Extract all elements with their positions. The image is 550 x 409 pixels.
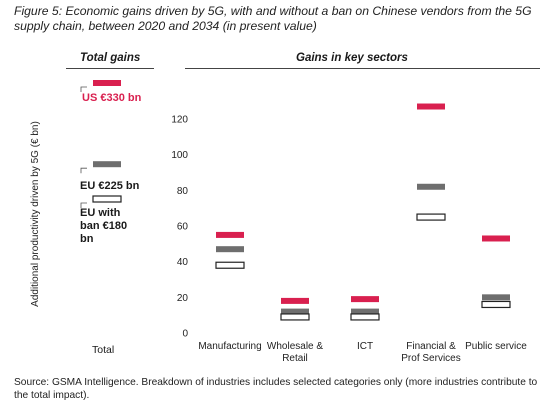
- x-tick-label: Manufacturing: [198, 341, 261, 352]
- total-marker-eu-ban: [92, 195, 122, 203]
- sector-marker-us: [281, 297, 309, 304]
- sector-marker-eu: [281, 308, 309, 315]
- sector-marker-eu-ban: [350, 313, 380, 321]
- y-tick-label: 100: [171, 150, 188, 161]
- sector-marker-us: [351, 296, 379, 303]
- total-gains-heading: Total gains: [80, 52, 141, 64]
- x-tick-label: Prof Services: [401, 353, 460, 364]
- sectors-heading: Gains in key sectors: [296, 52, 408, 64]
- total-gains-rule: [66, 68, 154, 69]
- y-tick-label: 60: [177, 222, 189, 233]
- x-tick-label: Retail: [282, 353, 308, 364]
- y-tick-label: 120: [171, 115, 188, 126]
- sector-marker-eu: [482, 294, 510, 301]
- y-tick-label: 80: [177, 186, 189, 197]
- total-connector: [80, 167, 87, 174]
- y-tick-label: 40: [177, 257, 189, 268]
- total-marker-eu: [93, 161, 121, 168]
- x-tick-label: Financial &: [406, 341, 456, 352]
- total-eu-label: EU €225 bn: [80, 180, 140, 192]
- y-ticks: 0 20 40 60 80 100 120: [171, 115, 188, 340]
- sector-marker-us: [216, 231, 244, 238]
- x-tick-label: Public service: [465, 341, 527, 352]
- sector-marker-eu: [351, 308, 379, 315]
- sector-marker-eu-ban: [416, 213, 446, 221]
- y-axis-label: Additional productivity driven by 5G (€ …: [30, 121, 41, 307]
- source-note: Source: GSMA Intelligence. Breakdown of …: [14, 377, 538, 401]
- total-marker-us: [93, 80, 121, 86]
- sector-marker-eu: [216, 246, 244, 253]
- sector-marker-eu-ban: [215, 261, 245, 269]
- sector-marker-eu-ban: [481, 300, 511, 309]
- sector-marker-us: [417, 103, 445, 110]
- x-tick-labels: Manufacturing Wholesale &Retail ICT Financi…: [198, 341, 527, 364]
- figure-title: Figure 5: Economic gains driven by 5G, w…: [14, 4, 532, 33]
- sector-marker-eu-ban: [280, 313, 310, 321]
- total-category-label: Total: [92, 344, 115, 356]
- x-tick-label: Wholesale &: [267, 341, 323, 352]
- x-tick-label: ICT: [357, 341, 373, 352]
- sector-marker-eu: [417, 183, 445, 190]
- sector-marks: [215, 103, 511, 321]
- sectors-rule: [185, 68, 540, 69]
- sector-marker-us: [482, 235, 510, 242]
- total-us-label: US €330 bn: [82, 92, 142, 104]
- total-eu-ban-label: EU with ban €180 bn: [80, 207, 128, 245]
- y-tick-label: 0: [182, 329, 188, 340]
- y-tick-label: 20: [177, 293, 189, 304]
